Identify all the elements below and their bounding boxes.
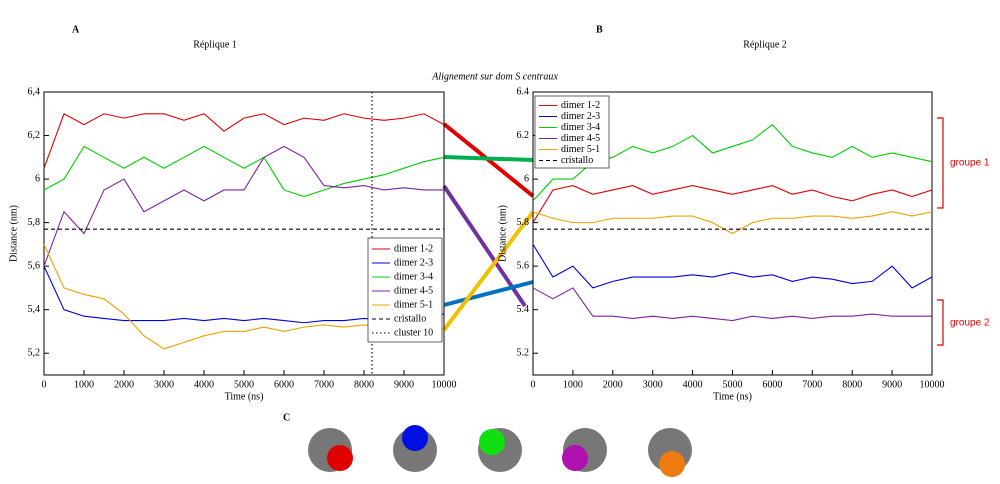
x-axis-label: Time (ns) [713,391,752,402]
chart-title: Réplique 1 [193,39,237,50]
bracket [937,299,944,346]
x-tick-label: 10000 [432,379,457,390]
y-tick-label: 5.6 [517,260,530,271]
x-tick-label: 8000 [842,379,862,390]
x-tick-label: 1000 [563,379,583,390]
x-axis-label: Time (ns) [225,391,264,402]
y-tick-label: 5.2 [517,348,530,359]
group-label: groupe 2 [950,318,990,329]
brackets [937,117,944,346]
x-tick-label: 3000 [643,379,663,390]
bracket [937,117,944,209]
legend-label: cristallo [394,313,426,324]
panel-label: B [596,24,603,35]
x-tick-label: 3000 [154,379,174,390]
x-tick-label: 10000 [920,379,945,390]
legend-label: dimer 3-4 [561,122,600,133]
x-tick-label: 4000 [683,379,703,390]
legend-label: dimer 3-4 [394,271,433,282]
y-axis-label: Distance (nm) [497,205,508,262]
x-tick-label: 5000 [234,379,254,390]
x-tick-label: 5000 [723,379,743,390]
series-line [43,145,444,267]
legend-label: dimer 5-1 [394,299,433,310]
x-tick-label: 9000 [882,379,902,390]
y-tick-label: 5,8 [28,217,41,228]
panel-label: C [283,412,290,423]
x-tick-label: 0 [42,379,47,390]
x-tick-label: 7000 [802,379,822,390]
y-tick-label: 6.4 [517,86,530,97]
chart-title: Réplique 2 [743,39,787,50]
connectors [442,122,535,332]
x-tick-label: 4000 [194,379,214,390]
x-tick-label: 6000 [762,379,782,390]
x-tick-label: 8000 [354,379,374,390]
legend-label: dimer 5-1 [561,144,600,155]
annotation: Alignement sur dom S centraux [431,71,558,82]
legend-label: dimer 4-5 [394,285,433,296]
series-line [532,244,933,289]
y-tick-label: 6 [35,173,40,184]
x-tick-label: 9000 [394,379,414,390]
legend-label: dimer 1-2 [394,243,433,254]
y-tick-label: 5.4 [517,304,530,315]
series-line [43,145,445,198]
x-tick-label: 2000 [603,379,623,390]
y-tick-label: 6,4 [28,86,41,97]
series-line [532,287,932,322]
legend-label: dimer 1-2 [561,100,600,111]
legend-box [534,95,610,169]
x-tick-label: 1000 [74,379,94,390]
legend-label: cluster 10 [394,327,433,338]
connector [443,155,534,162]
group-label: groupe 1 [950,158,990,169]
y-tick-label: 6.2 [517,130,530,141]
y-tick-label: 5,6 [28,260,41,271]
y-tick-label: 5.8 [517,217,530,228]
y-tick-label: 6,2 [28,130,41,141]
legend-box [367,237,443,343]
y-tick-label: 5,4 [28,304,41,315]
structures [308,425,692,477]
x-tick-label: 2000 [114,379,134,390]
legend-label: dimer 4-5 [561,133,600,144]
y-tick-label: 6 [524,173,529,184]
legend-label: dimer 2-3 [561,111,600,122]
connector [442,210,535,332]
series-line [532,211,933,235]
legend-label: dimer 2-3 [394,257,433,268]
panel-label: A [72,24,80,35]
connector [443,280,534,307]
legend-label: cristallo [561,155,593,166]
series-line [43,112,445,169]
series-line [532,185,933,223]
y-tick-label: 5,2 [28,348,41,359]
x-tick-label: 0 [531,379,536,390]
x-tick-label: 6000 [274,379,294,390]
y-axis-label: Distance (nm) [8,205,19,262]
x-tick-label: 7000 [314,379,334,390]
